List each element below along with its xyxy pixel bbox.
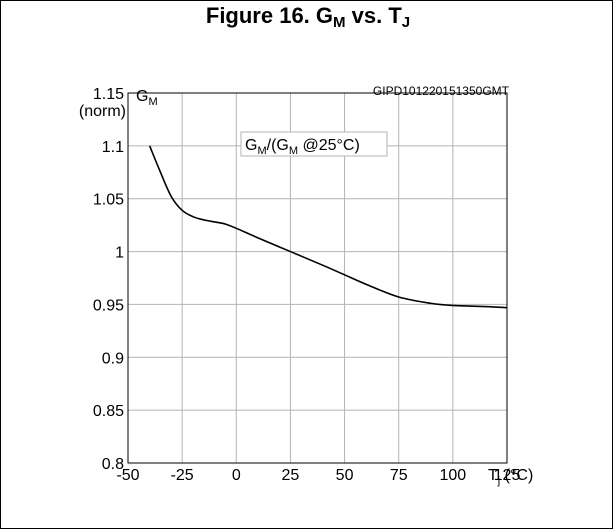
title-part-1: Figure 16. G <box>205 3 334 28</box>
y-tick-label: 1 <box>115 245 124 262</box>
x-tick-label: 25 <box>282 467 300 484</box>
x-tick-label: 125 <box>494 467 521 484</box>
x-tick-label: 75 <box>390 467 408 484</box>
y-tick-label: 1.05 <box>93 192 124 209</box>
x-tick-label: 100 <box>440 467 467 484</box>
figure-code: GIPD101220151350GMT <box>373 84 510 98</box>
y-tick-label: 1.1 <box>102 139 124 156</box>
y-tick-label: 0.8 <box>102 456 124 473</box>
chart-title: Figure 16. GM vs. TJ <box>0 2 616 37</box>
x-tick-label: -25 <box>171 467 194 484</box>
y-tick-label: 0.95 <box>93 297 124 314</box>
y-tick-label: 1.15 <box>93 86 124 103</box>
series-line <box>148 145 508 309</box>
x-tick-label: 50 <box>336 467 354 484</box>
x-axis-label: Tj (°C) <box>488 467 533 487</box>
annotation-box <box>240 131 388 157</box>
y-tick-label: 0.9 <box>102 350 124 367</box>
y-tick-label: 0.85 <box>93 403 124 420</box>
title-subscript-m: M <box>333 14 346 31</box>
y-axis-label-unit: (norm) <box>79 103 126 120</box>
y-axis-label: GM <box>136 88 158 108</box>
plot-area <box>127 92 508 464</box>
title-part-2: vs. T <box>345 3 402 28</box>
annotation-text: GM/(GM @25°C) <box>245 137 360 157</box>
x-tick-label: -50 <box>116 467 139 484</box>
y-tick-labels: 0.8 0.85 0.9 0.95 1 1.05 1.1 1.15 <box>93 86 124 473</box>
x-tick-label: 0 <box>232 467 241 484</box>
title-subscript-j: J <box>401 14 411 31</box>
x-tick-labels: -50 -25 0 25 50 75 100 125 <box>116 467 520 484</box>
